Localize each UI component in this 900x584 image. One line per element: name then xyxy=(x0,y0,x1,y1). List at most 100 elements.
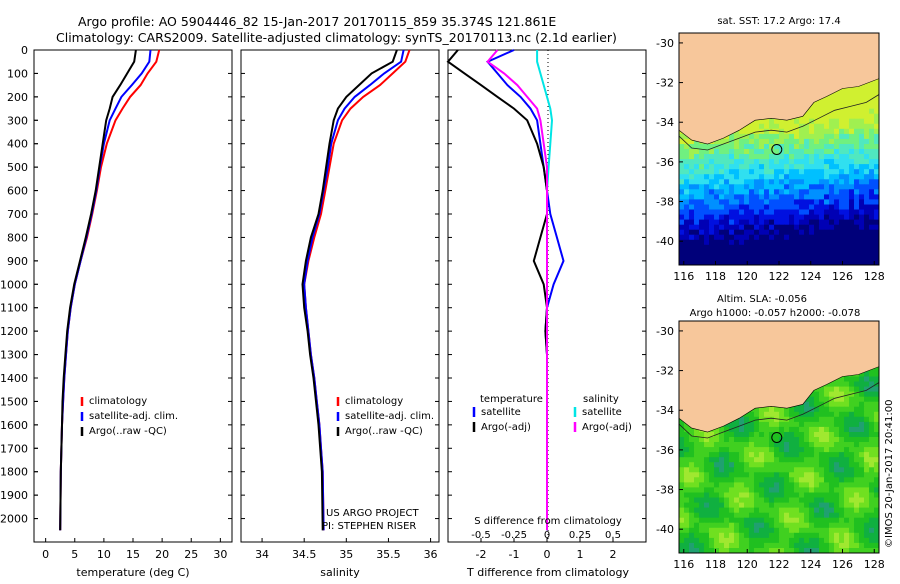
heatmap-cell xyxy=(874,537,880,544)
heatmap-cell xyxy=(739,477,745,483)
heatmap-cell xyxy=(874,522,880,529)
heatmap-cell xyxy=(864,437,870,443)
heatmap-cell xyxy=(774,467,780,473)
heatmap-cell xyxy=(774,209,780,215)
heatmap-cell xyxy=(824,159,830,165)
heatmap-cell xyxy=(694,144,700,150)
heatmap-cell xyxy=(794,411,800,418)
heatmap-cell xyxy=(854,229,860,236)
heatmap-cell xyxy=(849,517,855,524)
heatmap-cell xyxy=(774,254,780,261)
heatmap-cell xyxy=(709,457,715,463)
heatmap-cell xyxy=(819,149,825,155)
heatmap-cell xyxy=(789,472,795,478)
heatmap-cell xyxy=(849,128,855,135)
heatmap-cell xyxy=(774,128,780,135)
heatmap-cell xyxy=(839,391,845,398)
heatmap-cell xyxy=(794,234,800,241)
heatmap-cell xyxy=(859,442,865,448)
legend-label: Argo(-adj) xyxy=(582,422,632,433)
heatmap-cell xyxy=(689,548,695,554)
heatmap-cell xyxy=(784,244,790,251)
x-tick-label: 120 xyxy=(737,270,758,283)
heatmap-cell xyxy=(834,144,840,150)
heatmap-cell xyxy=(754,149,760,155)
heatmap-cell xyxy=(804,164,810,170)
heatmap-cell xyxy=(744,507,750,514)
heatmap-cell xyxy=(844,517,850,524)
heatmap-cell xyxy=(704,214,710,221)
heatmap-cell xyxy=(694,527,700,534)
heatmap-cell xyxy=(769,169,775,175)
heatmap-cell xyxy=(849,179,855,185)
heatmap-cell xyxy=(714,229,720,236)
heatmap-cell xyxy=(759,194,765,200)
heatmap-cell xyxy=(754,426,760,433)
heatmap-cell xyxy=(759,229,765,236)
heatmap-cell xyxy=(864,452,870,458)
heatmap-cell xyxy=(839,487,845,493)
heatmap-cell xyxy=(854,174,860,180)
heatmap-cell xyxy=(739,128,745,135)
heatmap-cell xyxy=(779,467,785,473)
heatmap-cell xyxy=(829,381,835,387)
heatmap-cell xyxy=(754,244,760,251)
heatmap-cell xyxy=(779,548,785,554)
heatmap-cell xyxy=(874,254,880,261)
heatmap-cell xyxy=(709,507,715,514)
heatmap-cell xyxy=(874,527,880,534)
heatmap-cell xyxy=(724,517,730,524)
heatmap-cell xyxy=(769,118,775,125)
heatmap-cell xyxy=(759,260,765,266)
heatmap-cell xyxy=(809,239,815,246)
heatmap-cell xyxy=(749,174,755,180)
heatmap-cell xyxy=(794,537,800,544)
heatmap-cell xyxy=(824,179,830,185)
heatmap-cell xyxy=(739,204,745,210)
heatmap-cell xyxy=(774,432,780,438)
heatmap-cell xyxy=(759,452,765,458)
heatmap-cell xyxy=(819,527,825,534)
heatmap-cell xyxy=(804,118,810,125)
heatmap-cell xyxy=(864,189,870,195)
heatmap-cell xyxy=(839,189,845,195)
heatmap-cell xyxy=(719,442,725,448)
heatmap-cell xyxy=(679,452,685,458)
heatmap-cell xyxy=(874,542,880,549)
heatmap-cell xyxy=(689,249,695,256)
heatmap-cell xyxy=(749,432,755,438)
heatmap-cell xyxy=(809,174,815,180)
heatmap-cell xyxy=(824,391,830,398)
heatmap-cell xyxy=(849,93,855,99)
heatmap-cell xyxy=(749,437,755,443)
heatmap-cell xyxy=(834,396,840,403)
heatmap-cell xyxy=(734,204,740,210)
heatmap-cell xyxy=(789,497,795,503)
heatmap-cell xyxy=(814,517,820,524)
heatmap-cell xyxy=(849,174,855,180)
heatmap-cell xyxy=(844,432,850,438)
heatmap-cell xyxy=(854,406,860,413)
heatmap-cell xyxy=(779,199,785,205)
heatmap-cell xyxy=(874,416,880,423)
heatmap-cell xyxy=(839,159,845,165)
heatmap-cell xyxy=(839,123,845,130)
heatmap-cell xyxy=(854,244,860,251)
heatmap-cell xyxy=(754,522,760,529)
heatmap-cell xyxy=(684,184,690,190)
heatmap-cell xyxy=(789,128,795,135)
heatmap-cell xyxy=(789,502,795,509)
heatmap-cell xyxy=(829,128,835,135)
y-tick-label: -32 xyxy=(656,365,674,378)
heatmap-cell xyxy=(714,467,720,473)
heatmap-cell xyxy=(869,467,875,473)
heatmap-cell xyxy=(699,452,705,458)
heatmap-cell xyxy=(679,467,685,473)
heatmap-cell xyxy=(869,108,875,115)
heatmap-cell xyxy=(689,477,695,483)
heatmap-cell xyxy=(829,421,835,428)
heatmap-cell xyxy=(794,224,800,231)
heatmap-cell xyxy=(794,249,800,256)
heatmap-cell xyxy=(679,229,685,236)
heatmap-cell xyxy=(814,437,820,443)
